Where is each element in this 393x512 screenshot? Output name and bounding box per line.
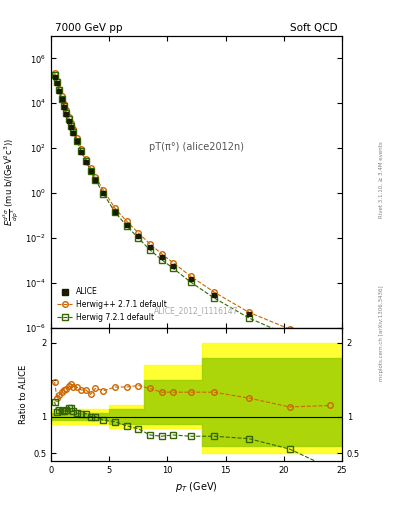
Text: Rivet 3.1.10, ≥ 3.4M events: Rivet 3.1.10, ≥ 3.4M events [379, 141, 384, 218]
X-axis label: $p_T$ (GeV): $p_T$ (GeV) [175, 480, 218, 494]
Text: mcplots.cern.ch [arXiv:1306.3436]: mcplots.cern.ch [arXiv:1306.3436] [379, 285, 384, 380]
Legend: ALICE, Herwig++ 2.7.1 default, Herwig 7.2.1 default: ALICE, Herwig++ 2.7.1 default, Herwig 7.… [55, 285, 169, 324]
Text: ALICE_2012_I1116147: ALICE_2012_I1116147 [154, 306, 239, 315]
Y-axis label: Ratio to ALICE: Ratio to ALICE [18, 365, 28, 424]
Y-axis label: $E\frac{d^3\sigma}{dp^3}$ (mu b/(GeV$^2$c$^3$)): $E\frac{d^3\sigma}{dp^3}$ (mu b/(GeV$^2$… [1, 138, 20, 226]
Text: pT(π°) (alice2012n): pT(π°) (alice2012n) [149, 142, 244, 152]
Text: Soft QCD: Soft QCD [290, 23, 338, 33]
Text: 7000 GeV pp: 7000 GeV pp [55, 23, 123, 33]
